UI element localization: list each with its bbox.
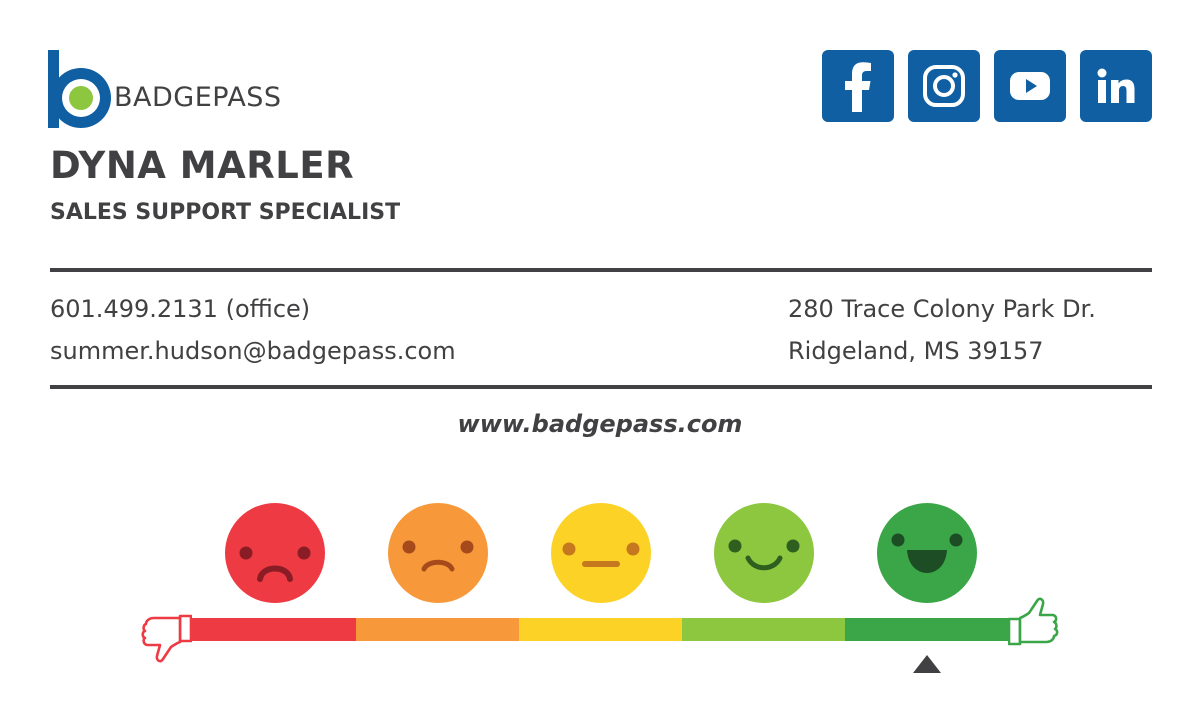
facebook-link[interactable] bbox=[822, 50, 894, 122]
youtube-link[interactable] bbox=[994, 50, 1066, 122]
rating-bar-segment-4 bbox=[682, 618, 845, 641]
person-title: SALES SUPPORT SPECIALIST bbox=[50, 200, 401, 225]
divider-top bbox=[50, 268, 1152, 272]
very-sad-face-icon[interactable] bbox=[225, 503, 325, 603]
sad-face-icon[interactable] bbox=[388, 503, 488, 603]
rating-bar-segment-2 bbox=[356, 618, 519, 641]
linkedin-icon bbox=[1097, 68, 1135, 103]
brand-name: BADGEPASS bbox=[114, 82, 282, 113]
instagram-link[interactable] bbox=[908, 50, 980, 122]
rating-bar-segment-1 bbox=[180, 618, 356, 641]
badgepass-logo-icon bbox=[48, 50, 111, 128]
badgepass-logo[interactable]: BADGEPASS bbox=[48, 50, 318, 130]
address-city: Ridgeland, MS 39157 bbox=[788, 337, 1044, 365]
youtube-icon bbox=[1010, 72, 1050, 100]
social-links bbox=[822, 50, 1152, 122]
facebook-icon bbox=[845, 62, 871, 112]
email-link[interactable]: summer.hudson@badgepass.com bbox=[50, 337, 456, 365]
person-name: DYNA MARLER bbox=[50, 144, 355, 187]
very-happy-face-icon[interactable] bbox=[877, 503, 977, 603]
website-link[interactable]: www.badgepass.com bbox=[457, 410, 743, 438]
phone-number[interactable]: 601.499.2131 (office) bbox=[50, 295, 311, 323]
happy-face-icon[interactable] bbox=[714, 503, 814, 603]
address-street: 280 Trace Colony Park Dr. bbox=[788, 295, 1096, 323]
linkedin-link[interactable] bbox=[1080, 50, 1152, 122]
thumbs-up-icon bbox=[1007, 596, 1060, 654]
instagram-icon bbox=[923, 65, 965, 107]
rating-bar-segment-5 bbox=[845, 618, 1015, 641]
divider-bottom bbox=[50, 385, 1152, 389]
neutral-face-icon[interactable] bbox=[551, 503, 651, 603]
thumbs-down-icon bbox=[140, 610, 193, 668]
rating-bar-segment-3 bbox=[519, 618, 682, 641]
selected-rating-marker bbox=[913, 655, 941, 673]
